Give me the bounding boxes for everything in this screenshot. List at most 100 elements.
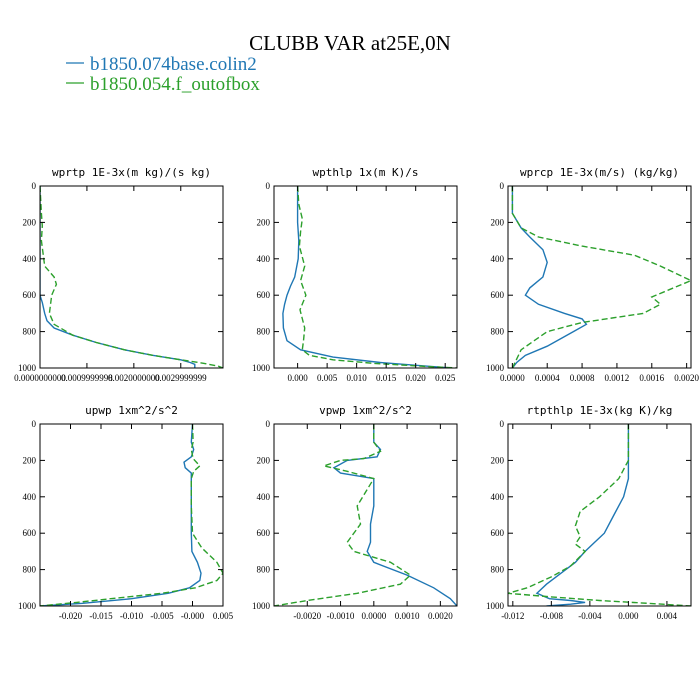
y-tick-label: 600 [491, 290, 505, 300]
x-tick-label: -0.008 [540, 611, 564, 621]
series-line-1 [535, 424, 630, 606]
legend: b1850.074base.colin2 b1850.054.f_outofbo… [66, 54, 260, 95]
x-tick-label: -0.015 [89, 611, 113, 621]
y-tick-label: 800 [23, 327, 37, 337]
x-tick-label: 0.005 [213, 611, 234, 621]
subplot-title: wprtp 1E-3x(m kg)/(s kg) [52, 166, 211, 179]
y-tick-label: 1000 [486, 363, 505, 373]
x-tick-label: 0.0000 [500, 373, 525, 383]
x-tick-label: 0.0010 [395, 611, 420, 621]
y-tick-label: 0 [500, 181, 505, 191]
y-tick-label: 1000 [252, 601, 271, 611]
y-tick-label: 800 [257, 565, 271, 575]
y-tick-label: 200 [23, 455, 37, 465]
y-tick-label: 600 [23, 290, 37, 300]
legend-label-series-2: b1850.054.f_outofbox [90, 74, 260, 95]
series-line-2 [40, 424, 223, 606]
x-tick-label: 0.0016 [639, 373, 664, 383]
y-tick-label: 1000 [486, 601, 505, 611]
x-tick-label: 0.0020000000 [108, 373, 160, 383]
x-tick-label: -0.005 [150, 611, 174, 621]
plot-frame [39, 423, 224, 607]
legend-label-series-1: b1850.074base.colin2 [90, 54, 257, 75]
subplot-4: upwp 1xm^2/s^2 0 200 400 600 800 1000 -0.020 -0.… [18, 404, 234, 621]
y-tick-label: 200 [257, 217, 271, 227]
x-tick-label: -0.012 [501, 611, 524, 621]
y-tick-label: 1000 [18, 363, 37, 373]
y-tick-label: 1000 [252, 363, 271, 373]
x-tick-label: -0.0020 [293, 611, 321, 621]
y-tick-label: 600 [23, 528, 37, 538]
x-tick-label: 0.0020 [428, 611, 453, 621]
y-tick-label: 0 [266, 419, 271, 429]
x-tick-label: 0.000 [287, 373, 308, 383]
series-line-2 [296, 186, 457, 368]
x-tick-label: 0.020 [406, 373, 427, 383]
y-tick-label: 200 [23, 217, 37, 227]
y-tick-label: 800 [491, 565, 505, 575]
x-tick-label: 0.0020 [674, 373, 699, 383]
plot-frame [507, 423, 692, 607]
subplot-title: upwp 1xm^2/s^2 [85, 404, 178, 417]
x-tick-label: 0.015 [376, 373, 397, 383]
x-tick-label: 0.0004 [535, 373, 560, 383]
x-tick-label: 0.0008 [570, 373, 595, 383]
x-tick-label: 0.005 [317, 373, 338, 383]
series-line-2 [511, 186, 691, 368]
x-tick-label: 0.0009999998 [61, 373, 113, 383]
series-line-2 [274, 424, 412, 606]
subplot-2: wpthlp 1x(m K)/s 0 200 400 600 800 1000 0.000 0.… [252, 166, 458, 383]
y-tick-label: 400 [257, 492, 271, 502]
subplot-1: wprtp 1E-3x(m kg)/(s kg) 0 200 400 600 800 100… [14, 166, 224, 383]
subplot-3: wprcp 1E-3x(m/s) (kg/kg) 0 200 400 600 800 100… [486, 166, 700, 383]
series-line-1 [282, 186, 452, 368]
x-tick-label: -0.000 [181, 611, 205, 621]
series-line-2 [40, 186, 223, 368]
y-tick-label: 400 [23, 254, 37, 264]
series-line-1 [40, 424, 202, 606]
x-tick-label: 0.025 [435, 373, 456, 383]
x-tick-label: 0.010 [347, 373, 368, 383]
y-tick-label: 600 [257, 290, 271, 300]
x-tick-label: 0.004 [657, 611, 678, 621]
y-tick-label: 400 [23, 492, 37, 502]
y-tick-label: 400 [257, 254, 271, 264]
y-tick-label: 800 [257, 327, 271, 337]
plot-frame [507, 185, 692, 369]
subplot-title: vpwp 1xm^2/s^2 [319, 404, 412, 417]
plot-frame [273, 185, 458, 369]
y-tick-label: 800 [23, 565, 37, 575]
y-tick-label: 0 [500, 419, 505, 429]
series-line-1 [511, 186, 588, 368]
x-tick-label: -0.020 [59, 611, 83, 621]
subplot-grid: wprtp 1E-3x(m kg)/(s kg) 0 200 400 600 800 100… [14, 166, 699, 621]
x-tick-label: 0.0029999999 [155, 373, 207, 383]
series-line-1 [332, 424, 457, 606]
x-tick-label: -0.010 [120, 611, 144, 621]
x-tick-label: 0.0000 [361, 611, 386, 621]
subplot-title: rtpthlp 1E-3x(kg K)/kg [527, 404, 673, 417]
x-tick-label: 0.000 [618, 611, 639, 621]
y-tick-label: 1000 [18, 601, 37, 611]
y-tick-label: 200 [257, 455, 271, 465]
y-tick-label: 0 [32, 419, 37, 429]
plot-frame [39, 185, 224, 369]
y-tick-label: 800 [491, 327, 505, 337]
subplot-title: wprcp 1E-3x(m/s) (kg/kg) [520, 166, 679, 179]
x-tick-label: -0.0010 [327, 611, 355, 621]
x-tick-label: 0.0000000000 [14, 373, 66, 383]
y-tick-label: 200 [491, 455, 505, 465]
x-tick-label: -0.004 [578, 611, 602, 621]
y-tick-label: 0 [266, 181, 271, 191]
y-tick-label: 600 [491, 528, 505, 538]
x-tick-label: 0.0012 [605, 373, 630, 383]
y-tick-label: 400 [491, 492, 505, 502]
series-line-1 [40, 186, 196, 368]
subplot-6: rtpthlp 1E-3x(kg K)/kg02004006008001000-… [486, 404, 692, 621]
plot-frame [273, 423, 458, 607]
y-tick-label: 400 [491, 254, 505, 264]
y-tick-label: 200 [491, 217, 505, 227]
subplot-title: wpthlp 1x(m K)/s [313, 166, 419, 179]
y-tick-label: 0 [32, 181, 37, 191]
